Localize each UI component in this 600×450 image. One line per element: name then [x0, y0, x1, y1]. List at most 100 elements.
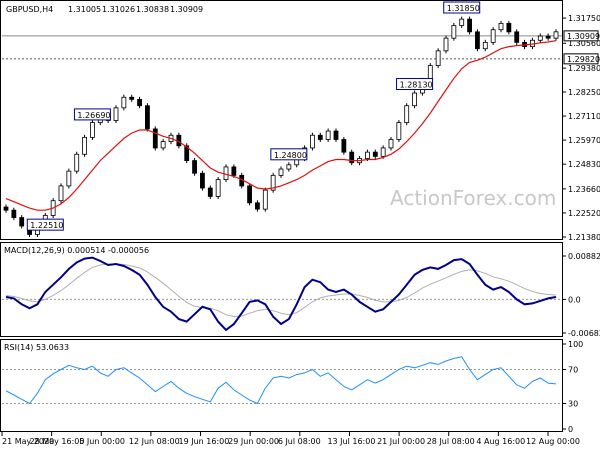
chart-symbol: GBPUSD,H4 [6, 5, 53, 14]
x-tick-label: 12 Aug 00:00 [526, 437, 580, 446]
candle-body [506, 22, 512, 33]
y-tick-label: 1.28250 [568, 88, 600, 97]
ohlc-low: 1.30838 [136, 5, 169, 14]
x-tick-label: 5 Jun 00:00 [79, 437, 125, 446]
candle-body [451, 25, 457, 39]
price-annotation-label: 1.24800 [274, 151, 307, 160]
horizontal-level-tag: 1.29820 [563, 53, 600, 65]
candle-body [121, 96, 127, 109]
candle-body [380, 147, 386, 157]
candle-body [404, 105, 410, 123]
macd-signal-line [5, 263, 557, 318]
candle-body [388, 139, 394, 149]
candle-body [325, 130, 331, 140]
candle-body [553, 31, 559, 39]
y-tick-label: 1.24830 [568, 160, 600, 169]
candle-body [537, 35, 543, 41]
candle-body [467, 18, 472, 33]
candle-body [514, 31, 520, 43]
ohlc-open: 1.31005 [68, 5, 101, 14]
horizontal-level-tag-label: 1.29820 [567, 55, 600, 64]
price-annotation-label: 1.31850 [447, 4, 480, 13]
y-tick-label: 0 [568, 425, 573, 434]
price-annotation: 1.31850 [443, 1, 481, 14]
candle-body [278, 168, 284, 176]
y-tick-label: 1.25970 [568, 136, 600, 145]
candle-body [137, 98, 142, 107]
y-tick-label: 100 [568, 340, 583, 349]
x-tick-label: 12 Jun 08:00 [129, 437, 180, 446]
x-tick-label: 4 Aug 16:00 [476, 437, 525, 446]
candle-body [255, 202, 260, 210]
rsi-title: RSI(14) 53.0633 [4, 343, 69, 352]
macd-title: MACD(12,26,9) 0.000514 -0.000056 [4, 246, 149, 255]
price-annotation: 1.28130 [396, 78, 434, 91]
macd-y-axis: 0.008824 0.0 -0.006825 [562, 252, 600, 338]
candle-body [459, 18, 465, 26]
y-tick-label: 1.29380 [568, 64, 600, 73]
y-tick-label: 70 [568, 366, 578, 375]
moving-average-line [5, 40, 557, 211]
candle-body [498, 22, 504, 31]
price-annotation: 1.24800 [270, 148, 308, 161]
candle-body [443, 37, 449, 52]
y-tick-label: 0.0 [568, 295, 581, 304]
y-tick-label: 30 [568, 400, 578, 409]
price-annotations: 1.28130 1.22510 1.26690 1.24800 1.31850 [26, 1, 481, 231]
candle-body [192, 160, 197, 174]
candle-body [152, 128, 158, 149]
x-tick-label: 29 Jun 00:00 [228, 437, 279, 446]
y-tick-label: 1.31750 [568, 14, 600, 23]
current-price-tag-label: 1.30909 [567, 32, 600, 41]
y-tick-label: 1.30560 [568, 39, 600, 48]
candle-body [475, 31, 480, 50]
candle-body [82, 136, 87, 155]
candle-body [200, 172, 205, 189]
rsi-panel-frame [0, 339, 563, 432]
candle-body [262, 189, 268, 210]
candle-body [3, 206, 9, 211]
candle-body [129, 96, 135, 100]
ohlc-high: 1.31026 [102, 5, 135, 14]
x-tick-label: 6 Jul 08:00 [278, 437, 321, 446]
candle-body [215, 179, 221, 197]
macd-panel-frame [0, 242, 563, 337]
candle-body [412, 92, 417, 107]
y-tick-label: 1.27110 [568, 112, 600, 121]
candle-body [490, 29, 496, 43]
candle-body [317, 134, 323, 140]
y-tick-label: -0.006825 [568, 329, 600, 338]
candle-body [145, 105, 150, 130]
price-annotation: 1.26690 [73, 108, 111, 121]
x-tick-label: 19 Jun 16:00 [179, 437, 230, 446]
x-tick-label: 28 Jul 08:00 [427, 437, 475, 446]
x-tick-label: 13 Jul 16:00 [327, 437, 375, 446]
candle-body [341, 139, 347, 153]
y-tick-label: 0.008824 [568, 252, 600, 261]
candle-body [365, 151, 370, 159]
current-price-tag: 1.30909 [563, 30, 600, 42]
price-annotation: 1.22510 [26, 218, 64, 231]
candle-body [223, 166, 229, 180]
candle-body [482, 41, 488, 50]
x-tick-label: 21 May 2020 [2, 437, 54, 446]
candle-body [349, 151, 355, 164]
candle-body [435, 50, 441, 67]
x-tick-label: 28 May 16:00 [30, 437, 85, 446]
price-annotation-label: 1.22510 [30, 221, 63, 230]
candle-body [66, 170, 72, 187]
candle-body [270, 174, 276, 191]
candle-body [333, 130, 339, 140]
price-annotation-label: 1.28130 [400, 81, 433, 90]
candle-body [11, 209, 17, 218]
candle-body [160, 141, 166, 149]
price-panel-frame [0, 0, 563, 240]
watermark: ActionForex.com [390, 186, 556, 210]
candle-body [90, 122, 95, 138]
rsi-line [5, 356, 557, 405]
candle-body [184, 145, 190, 161]
price-annotation-label: 1.26690 [77, 111, 110, 120]
candle-body [286, 164, 292, 170]
